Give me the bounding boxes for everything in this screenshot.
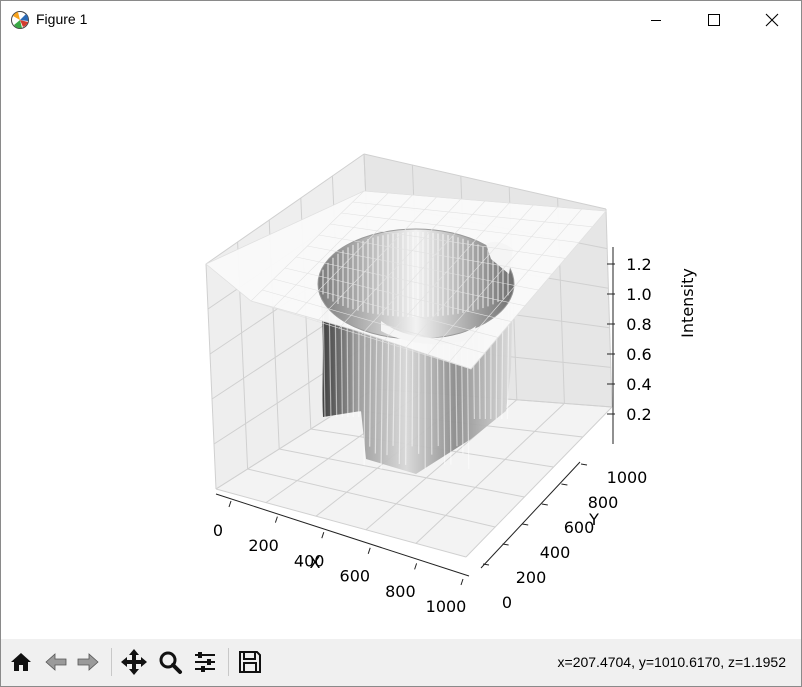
floor-grid-line <box>279 448 525 498</box>
plateau-mesh-line <box>330 223 566 259</box>
y-tick-mark <box>522 523 529 526</box>
minimize-button[interactable] <box>627 1 685 39</box>
z-axis-ticks: 0.2 0.4 0.6 0.8 1.0 1.2 <box>607 255 652 424</box>
back-button[interactable] <box>41 647 71 677</box>
plateau-mesh-line <box>426 206 558 356</box>
close-button[interactable] <box>743 1 801 39</box>
x-tick-mark <box>460 578 464 586</box>
axis-lines <box>215 247 614 577</box>
toolbar-separator <box>228 648 229 676</box>
y-tick-label: 600 <box>564 518 595 537</box>
plateau-mesh-line <box>363 190 607 212</box>
y-tick-mark <box>561 483 568 486</box>
plateau-mesh-line <box>404 204 534 349</box>
title-bar[interactable]: Figure 1 <box>1 1 801 39</box>
maximize-button[interactable] <box>685 1 743 39</box>
z-tick-label: 0.6 <box>626 345 651 364</box>
x-tick-mark <box>367 547 371 554</box>
floor-grid-line <box>415 403 565 544</box>
window-title: Figure 1 <box>36 11 88 27</box>
x-tick-mark <box>321 532 325 539</box>
zoom-button[interactable] <box>155 647 185 677</box>
z-tick-label: 0.2 <box>626 405 651 424</box>
x-tick-label: 400 <box>294 551 325 570</box>
close-icon <box>765 13 779 27</box>
back-grid-line <box>605 208 613 408</box>
z-axis-label: Intensity <box>678 268 697 338</box>
home-icon <box>11 653 31 671</box>
z-tick-label: 1.2 <box>626 255 651 274</box>
y-tick-label: 200 <box>516 568 547 587</box>
plateau-mesh-line <box>318 234 553 275</box>
x-axis-label: X <box>310 553 321 572</box>
y-tick-label: 400 <box>540 543 571 562</box>
plateau-mesh-line <box>341 212 580 243</box>
forward-button[interactable] <box>73 647 103 677</box>
x-tick-label: 1000 <box>426 597 467 616</box>
y-tick-mark <box>541 503 548 506</box>
y-tick-mark <box>482 563 490 566</box>
figure-canvas[interactable]: 0 200 400 600 800 1000 0 200 400 600 800 1000 0.2 0… <box>1 39 801 639</box>
y-tick-mark <box>580 463 588 466</box>
x-tick-label: 200 <box>248 536 279 555</box>
x-tick-label: 600 <box>340 567 371 586</box>
y-tick-label: 0 <box>502 593 512 612</box>
y-axis-label: Y <box>588 510 599 529</box>
plateau-mesh-line <box>382 202 510 343</box>
matplotlib-icon <box>10 10 30 30</box>
back-icon <box>45 653 67 671</box>
x-axis-ticks: 0 200 400 600 800 1000 <box>213 500 467 616</box>
y-tick-mark <box>502 543 509 546</box>
minimize-icon <box>651 20 661 21</box>
left-grid-line <box>205 153 365 265</box>
z-tick-label: 0.8 <box>626 315 651 334</box>
y-tick-label: 1000 <box>607 468 648 487</box>
floor-grid-line <box>465 406 613 558</box>
coordinate-readout: x=207.4704, y=1010.6170, z=1.1952 <box>557 654 786 670</box>
toolbar-separator <box>111 648 112 676</box>
maximize-icon <box>708 14 720 26</box>
pan-icon <box>121 649 147 675</box>
plateau-mesh-line <box>448 208 583 363</box>
floor-grid-line <box>247 468 496 528</box>
configure-subplots-icon <box>195 652 215 672</box>
x-tick-mark <box>228 500 232 508</box>
left-grid-line <box>205 263 217 490</box>
forward-icon <box>77 653 99 671</box>
x-tick-label: 0 <box>213 521 223 540</box>
configure-subplots-button[interactable] <box>190 647 220 677</box>
plateau-mesh-line <box>352 201 593 228</box>
x-tick-mark <box>274 516 278 523</box>
z-tick-label: 1.0 <box>626 285 651 304</box>
y-tick-label: 800 <box>588 493 619 512</box>
save-icon <box>239 651 261 673</box>
surface-plot <box>205 190 607 474</box>
back-grid-line <box>363 153 607 210</box>
x-tick-label: 800 <box>385 582 416 601</box>
plateau-mesh-line <box>307 245 539 291</box>
plateau-mesh-line <box>470 210 607 370</box>
floor-grid-line <box>215 488 467 558</box>
zoom-icon <box>159 651 182 674</box>
x-tick-mark <box>414 563 418 570</box>
pan-button[interactable] <box>119 647 149 677</box>
navigation-toolbar: x=207.4704, y=1010.6170, z=1.1952 <box>1 639 801 686</box>
z-tick-label: 0.4 <box>626 375 651 394</box>
save-button[interactable] <box>235 647 265 677</box>
home-button[interactable] <box>6 647 36 677</box>
